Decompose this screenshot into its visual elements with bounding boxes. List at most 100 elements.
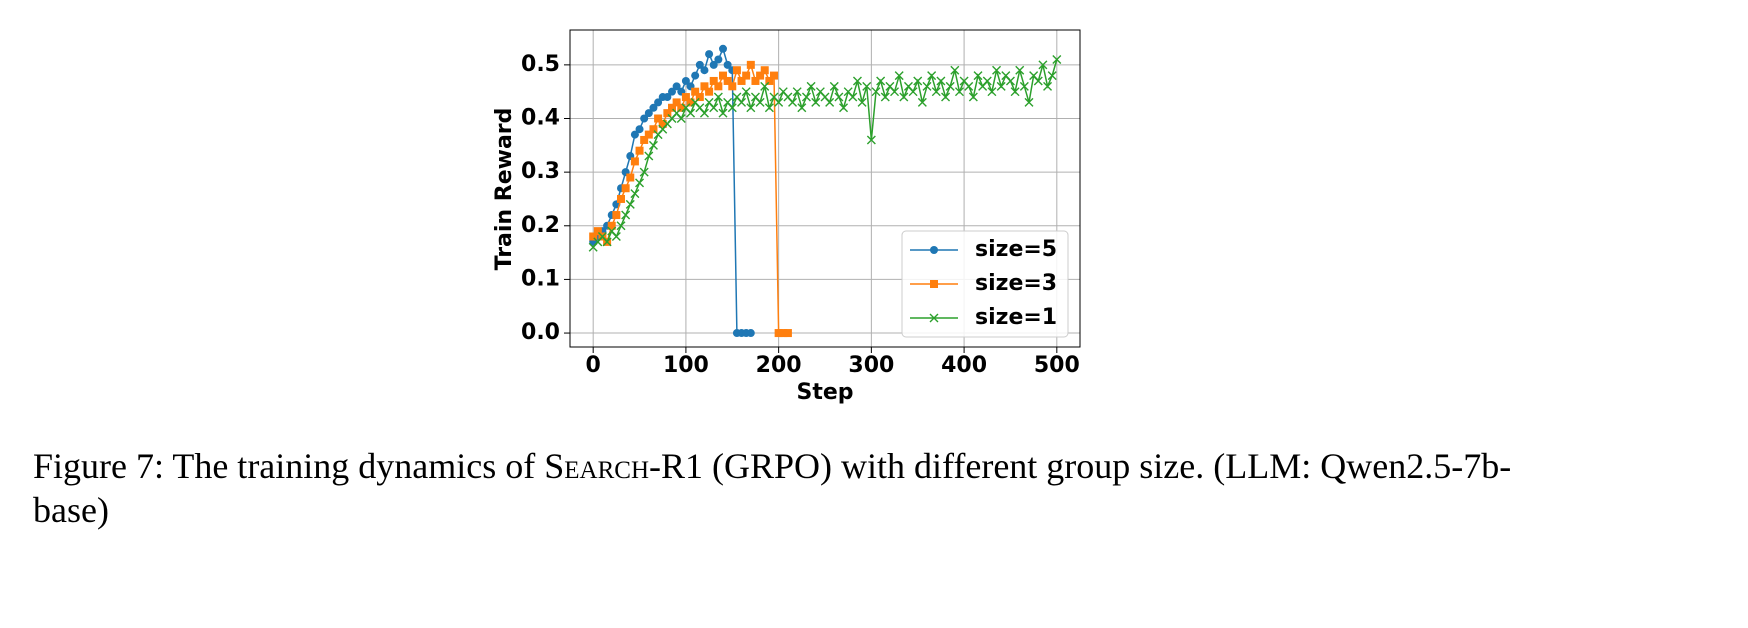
plot-frame [569,29,1081,348]
marker [640,114,649,123]
marker [801,92,811,102]
marker [764,103,774,113]
marker [950,65,960,75]
marker [876,76,886,86]
marker [699,108,709,118]
marker [705,50,714,59]
marker [709,103,719,113]
series-line [592,59,1058,248]
marker [1052,55,1062,64]
marker [930,246,938,254]
marker [880,92,890,102]
marker [639,167,649,177]
marker [825,97,835,107]
marker [852,76,862,86]
marker [672,98,681,107]
marker [945,81,955,91]
marker [589,232,598,241]
marker [857,97,867,107]
marker [644,151,654,161]
marker [913,76,923,86]
marker [1033,76,1043,86]
marker [727,103,737,113]
marker [982,76,992,86]
marker [760,66,769,75]
marker [941,92,951,102]
marker [658,119,667,128]
marker [686,108,696,118]
marker [602,237,612,247]
marker [862,81,872,91]
marker [783,329,792,338]
marker [691,71,700,80]
marker [917,97,927,107]
marker [668,87,676,96]
marker [709,60,718,69]
marker [719,44,727,53]
marker [936,76,946,86]
marker [695,93,704,102]
marker [635,125,644,134]
marker [640,135,649,144]
legend-label: size=1 [975,305,1057,330]
marker [751,76,760,85]
marker [695,60,704,69]
marker [723,60,732,69]
marker [635,146,644,155]
legend-label: size=5 [975,237,1057,262]
y-tick-label: 0.3 [521,159,560,184]
marker [774,97,784,107]
marker [663,109,672,118]
marker [890,87,900,97]
marker [894,71,904,81]
marker [644,109,653,118]
marker [1019,81,1029,91]
marker [1010,87,1020,97]
marker [968,92,978,102]
marker [742,71,751,80]
marker [746,60,755,69]
marker [648,140,658,150]
marker [621,184,630,193]
x-tick-label: 500 [1034,353,1080,378]
marker [746,329,755,338]
marker [737,97,747,107]
marker [732,66,741,75]
marker [728,82,737,91]
marker [1024,97,1034,107]
marker [964,81,974,91]
marker [811,97,821,107]
marker [871,87,881,97]
marker [691,87,700,96]
y-tick-label: 0.4 [521,106,560,131]
marker [700,66,709,75]
marker [617,194,625,203]
legend-label: size=3 [975,271,1057,296]
y-tick-label: 0.0 [521,320,560,345]
x-tick-label: 200 [756,353,802,378]
caption-text: (GRPO) with different group size. (LLM: … [33,446,1512,530]
marker [714,55,723,64]
marker [774,329,783,338]
marker [630,189,640,199]
marker [756,71,765,80]
marker [954,87,964,97]
y-tick-label: 0.2 [521,213,560,238]
marker [593,227,602,236]
marker [1015,65,1025,75]
marker [797,103,807,113]
marker [1038,60,1048,70]
marker [635,178,645,188]
series [589,60,792,338]
marker [866,135,876,145]
marker [922,81,932,91]
marker [607,221,616,230]
marker [760,81,770,91]
marker [630,130,639,139]
x-axis-label: Step [796,380,853,405]
marker [681,76,690,85]
marker [908,87,918,97]
marker [644,130,653,139]
marker [700,82,709,91]
marker [676,114,686,123]
